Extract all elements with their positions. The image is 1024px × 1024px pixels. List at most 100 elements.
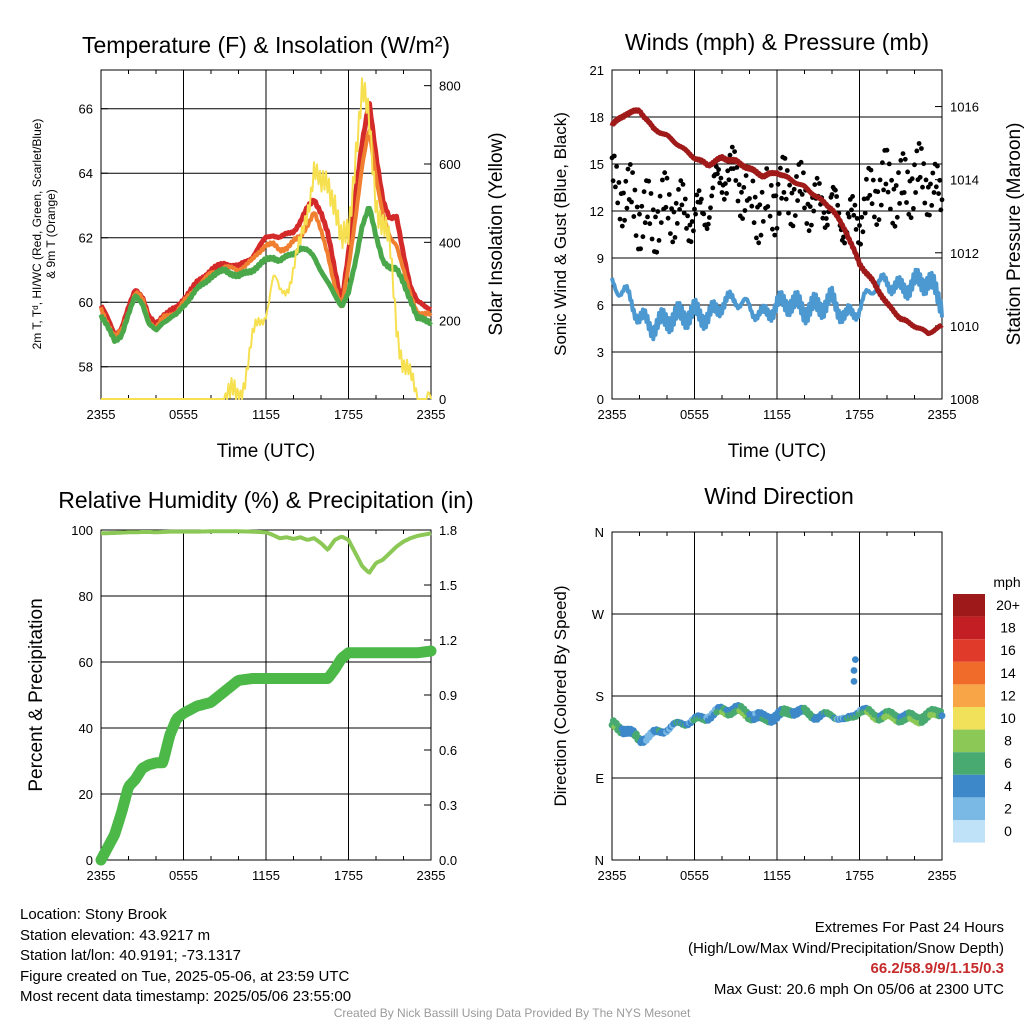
gust-point [931,190,937,195]
wind-panel-ytick-label: 21 [590,63,604,78]
gust-point [809,222,814,228]
wind-panel-ylabel-left: Sonic Wind & Gust (Blue, Black) [551,112,570,356]
gust-point [658,220,664,226]
gust-point [905,169,910,175]
gust-point [757,202,763,208]
temp-panel-xtick-label: 2355 [87,407,116,422]
gust-point [678,178,684,184]
gust-point [909,176,915,182]
gust-point [680,182,686,187]
temp-panel-xtick-label: 2355 [417,407,446,422]
wind-panel-xtick-label: 1755 [845,407,874,422]
gust-point [928,181,933,187]
gust-point [648,191,654,196]
gust-point [921,161,927,167]
gust-point [927,212,932,218]
gust-point [633,233,639,239]
gust-point [773,193,779,199]
gust-point [627,162,633,167]
gust-point [631,214,637,219]
gust-point [750,178,756,184]
gust-point [911,206,916,211]
gust-point [767,213,773,219]
gust-point [802,205,807,211]
wind-panel-xtick-label: 1155 [763,407,791,422]
gust-point [671,209,677,215]
gust-point [814,175,820,181]
temp-panel-xlabel: Time (UTC) [217,441,316,462]
wdir-legend-label: 20+ [996,597,1020,613]
gust-point [930,170,936,176]
gust-point [898,158,904,163]
gust-point [725,168,731,174]
wdir-panel-ytick-label: N [595,853,604,868]
temp-series-2 [98,205,433,344]
gust-point [939,197,945,203]
gust-point [739,189,744,195]
wdir-legend-label: 6 [1004,755,1012,771]
gust-point [829,192,835,197]
gust-point [888,206,893,212]
wdir-legend-swatch [953,797,985,820]
gust-point [638,246,643,252]
gust-point [617,216,623,222]
gust-point [630,170,635,176]
extremes-info: Extremes For Past 24 Hours (High/Low/Max… [688,918,1004,1000]
gust-point [747,196,752,201]
wind-panel-xtick-label: 0555 [680,407,709,422]
wind-panel-y2tick-label: 1010 [950,319,979,334]
wdir-panel-ylabel: Direction (Colored By Speed) [551,585,570,806]
gust-point [851,212,857,218]
gust-point [864,176,869,182]
temp-panel-y2tick-label: 800 [439,79,461,94]
gust-point [716,167,721,172]
gust-point [937,177,943,183]
gust-point [868,167,874,173]
gust-point [715,171,720,177]
gust-point [892,223,898,229]
temp-panel-ytick-label: 64 [79,166,93,181]
gust-point [782,156,788,161]
gust-point [784,168,790,173]
gust-point [787,182,792,188]
wdir-legend-swatch [953,729,985,753]
temp-panel-title: Temperature (F) & Insolation (W/m²) [82,32,450,58]
gust-point [682,196,688,202]
gust-point [795,198,800,204]
wind-panel-xlabel: Time (UTC) [728,441,827,462]
gust-point [776,211,782,216]
gust-point [665,215,671,221]
rh-panel-y2tick-label: 0.0 [439,853,457,868]
gust-point [916,141,922,146]
gust-point [760,219,766,224]
gust-point [629,199,634,205]
gust-point [923,177,929,183]
gust-point [619,223,625,229]
gust-point [807,204,813,210]
gust-point [679,202,685,208]
wind-panel-ytick-label: 12 [590,204,604,219]
gust-point [622,217,627,223]
temp-panel-y2tick-label: 600 [439,157,461,172]
gust-point [625,166,631,172]
gust-point [878,202,884,208]
gust-point [920,184,925,190]
gust-point [692,206,697,212]
gust-point [611,153,617,159]
gust-point [645,214,650,220]
gust-point [933,184,939,190]
temp-panel-y2tick-label: 0 [439,392,446,407]
pressure-series [609,107,944,337]
gust-point [723,181,728,187]
gust-point [904,200,909,205]
gust-point [872,214,877,220]
gust-point [789,190,795,196]
gust-point [647,221,653,227]
gust-point [724,191,729,196]
rh-panel-xtick-label: 1155 [252,868,280,883]
gust-point [794,174,799,179]
rh-panel-ytick-label: 40 [79,721,93,736]
gust-point [685,213,690,219]
gust-point [669,206,674,212]
wdir-panel-ytick-label: N [595,525,604,540]
